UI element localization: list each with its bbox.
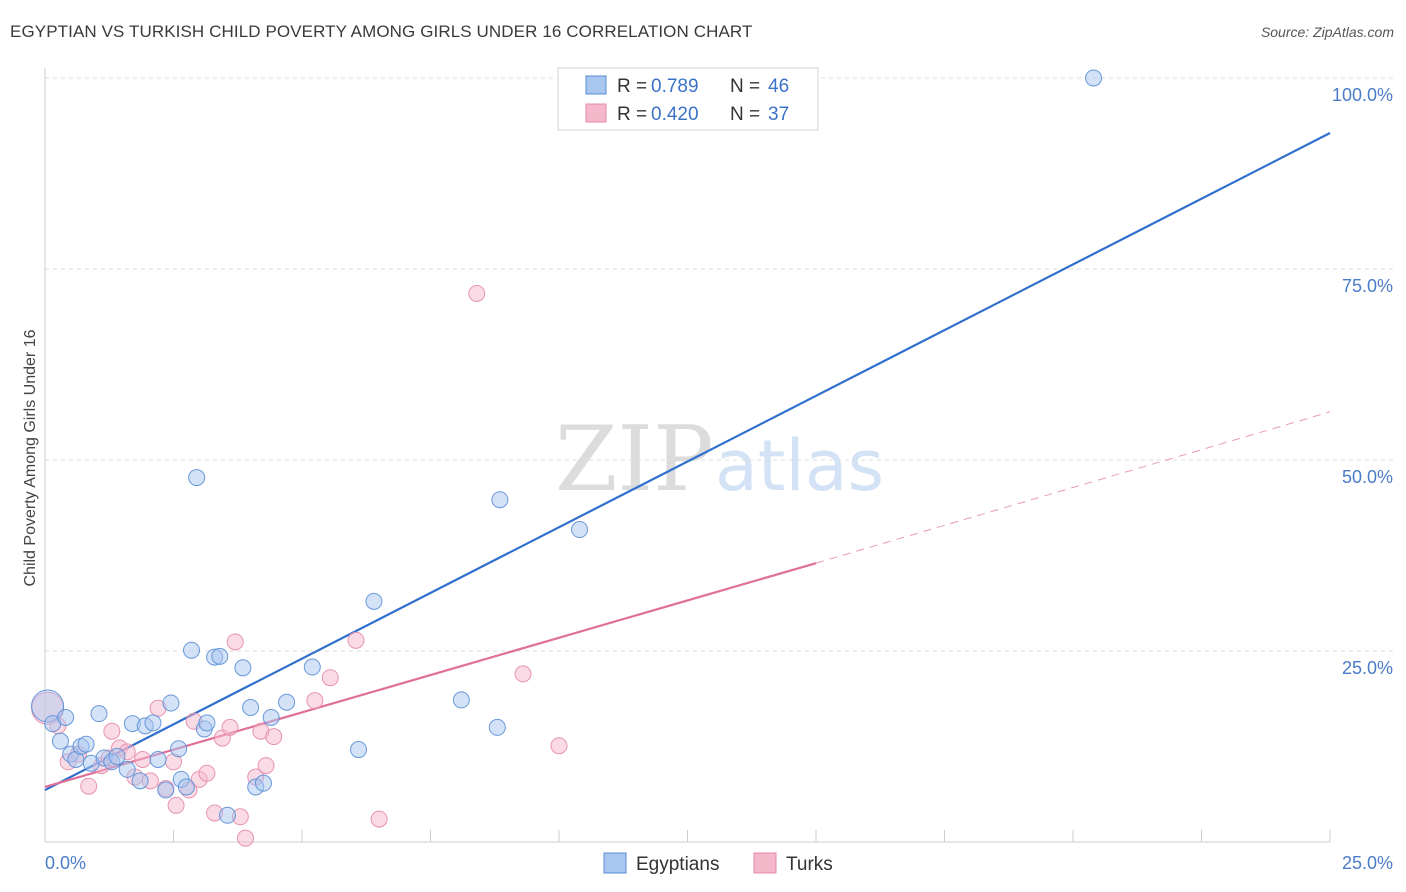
point-egyptians-17 (144, 714, 162, 732)
point-turks-37 (550, 737, 568, 755)
y-tick-label-3: 100.0% (1332, 85, 1393, 105)
legend-r-value-2: 0.420 (651, 104, 699, 125)
legend-n-value-2: 37 (768, 104, 789, 125)
point-turks-23 (221, 718, 239, 736)
x-tick-label-0: 0.0% (45, 853, 86, 873)
point-egyptians-42 (491, 491, 509, 509)
y-tick-label-0: 25.0% (1342, 658, 1393, 678)
point-turks-32 (321, 669, 339, 687)
point-turks-34 (370, 810, 388, 828)
point-egyptians-35 (262, 708, 280, 726)
point-turks-30 (265, 728, 283, 746)
y-axis-label: Child Poverty Among Girls Under 16 (22, 329, 39, 586)
legend-r-value-1: 0.789 (651, 76, 699, 97)
legend-n-value-1: 46 (768, 76, 789, 97)
point-egyptians-15 (131, 772, 149, 790)
point-turks-29 (257, 757, 275, 775)
source-label: Source: ZipAtlas.com (1260, 24, 1394, 40)
point-egyptians-37 (303, 658, 321, 676)
x-tick-label-1: 25.0% (1342, 853, 1393, 873)
point-egyptians-23 (177, 778, 195, 796)
legend-n-label-1: N = (730, 76, 760, 97)
legend-swatch-turks (585, 103, 607, 123)
point-egyptians-7 (77, 735, 95, 753)
point-egyptians-27 (198, 714, 216, 732)
point-egyptians-38 (350, 741, 368, 759)
trend-line-turks-extension (815, 411, 1331, 564)
point-egyptians-36 (278, 693, 296, 711)
point-egyptians-21 (170, 740, 188, 758)
point-egyptians-25 (188, 469, 206, 487)
legend-r-label-1: R = (617, 76, 647, 97)
point-egyptians-31 (234, 659, 252, 677)
point-turks-35 (468, 284, 486, 302)
bottom-legend-label-egyptians: Egyptians (636, 854, 719, 875)
legend-n-label-2: N = (730, 104, 760, 125)
point-egyptians-39 (365, 592, 383, 610)
legend-swatch-egyptians (585, 75, 607, 95)
watermark-atlas: atlas (715, 425, 884, 507)
point-egyptians-29 (211, 647, 229, 665)
point-turks-16 (167, 796, 185, 814)
point-egyptians-40 (452, 691, 470, 709)
point-egyptians-12 (108, 747, 126, 765)
point-turks-36 (514, 665, 532, 683)
point-egyptians-24 (182, 641, 200, 659)
point-turks-33 (347, 631, 365, 649)
point-egyptians-20 (162, 694, 180, 712)
point-egyptians-41 (488, 718, 506, 736)
series-legend: Egyptians Turks (603, 852, 833, 875)
y-tick-labels: 25.0% 50.0% 75.0% 100.0% (1332, 85, 1393, 678)
point-egyptians-43 (571, 521, 589, 539)
point-egyptians-32 (242, 699, 260, 717)
point-egyptians-13 (118, 760, 136, 778)
bottom-legend-swatch-egyptians (603, 852, 627, 874)
point-egyptians-3 (57, 708, 75, 726)
y-tick-label-2: 75.0% (1342, 276, 1393, 296)
point-egyptians-44 (1085, 69, 1103, 87)
point-egyptians-2 (51, 732, 69, 750)
point-turks-20 (198, 764, 216, 782)
chart-title: EGYPTIAN VS TURKISH CHILD POVERTY AMONG … (10, 22, 753, 41)
point-egyptians-34 (254, 774, 272, 792)
axes (44, 68, 1330, 843)
point-turks-4 (80, 777, 98, 795)
trend-lines (44, 132, 1331, 792)
point-turks-26 (236, 829, 254, 847)
x-tick-labels: 0.0% 25.0% (45, 853, 1393, 873)
point-turks-7 (103, 722, 121, 740)
bottom-legend-label-turks: Turks (786, 854, 833, 875)
bottom-legend-swatch-turks (753, 852, 777, 874)
point-egyptians-19 (157, 781, 175, 799)
point-egyptians-30 (218, 806, 236, 824)
point-egyptians-9 (90, 705, 108, 723)
correlation-legend: R = 0.789 N = 46 R = 0.420 N = 37 (557, 67, 819, 131)
trend-line-egyptians (44, 132, 1331, 792)
point-turks-31 (306, 692, 324, 710)
legend-r-label-2: R = (617, 104, 647, 125)
y-tick-label-1: 50.0% (1342, 467, 1393, 487)
point-turks-11 (134, 750, 152, 768)
point-turks-24 (226, 633, 244, 651)
point-egyptians-18 (149, 750, 167, 768)
data-points (31, 69, 1103, 847)
